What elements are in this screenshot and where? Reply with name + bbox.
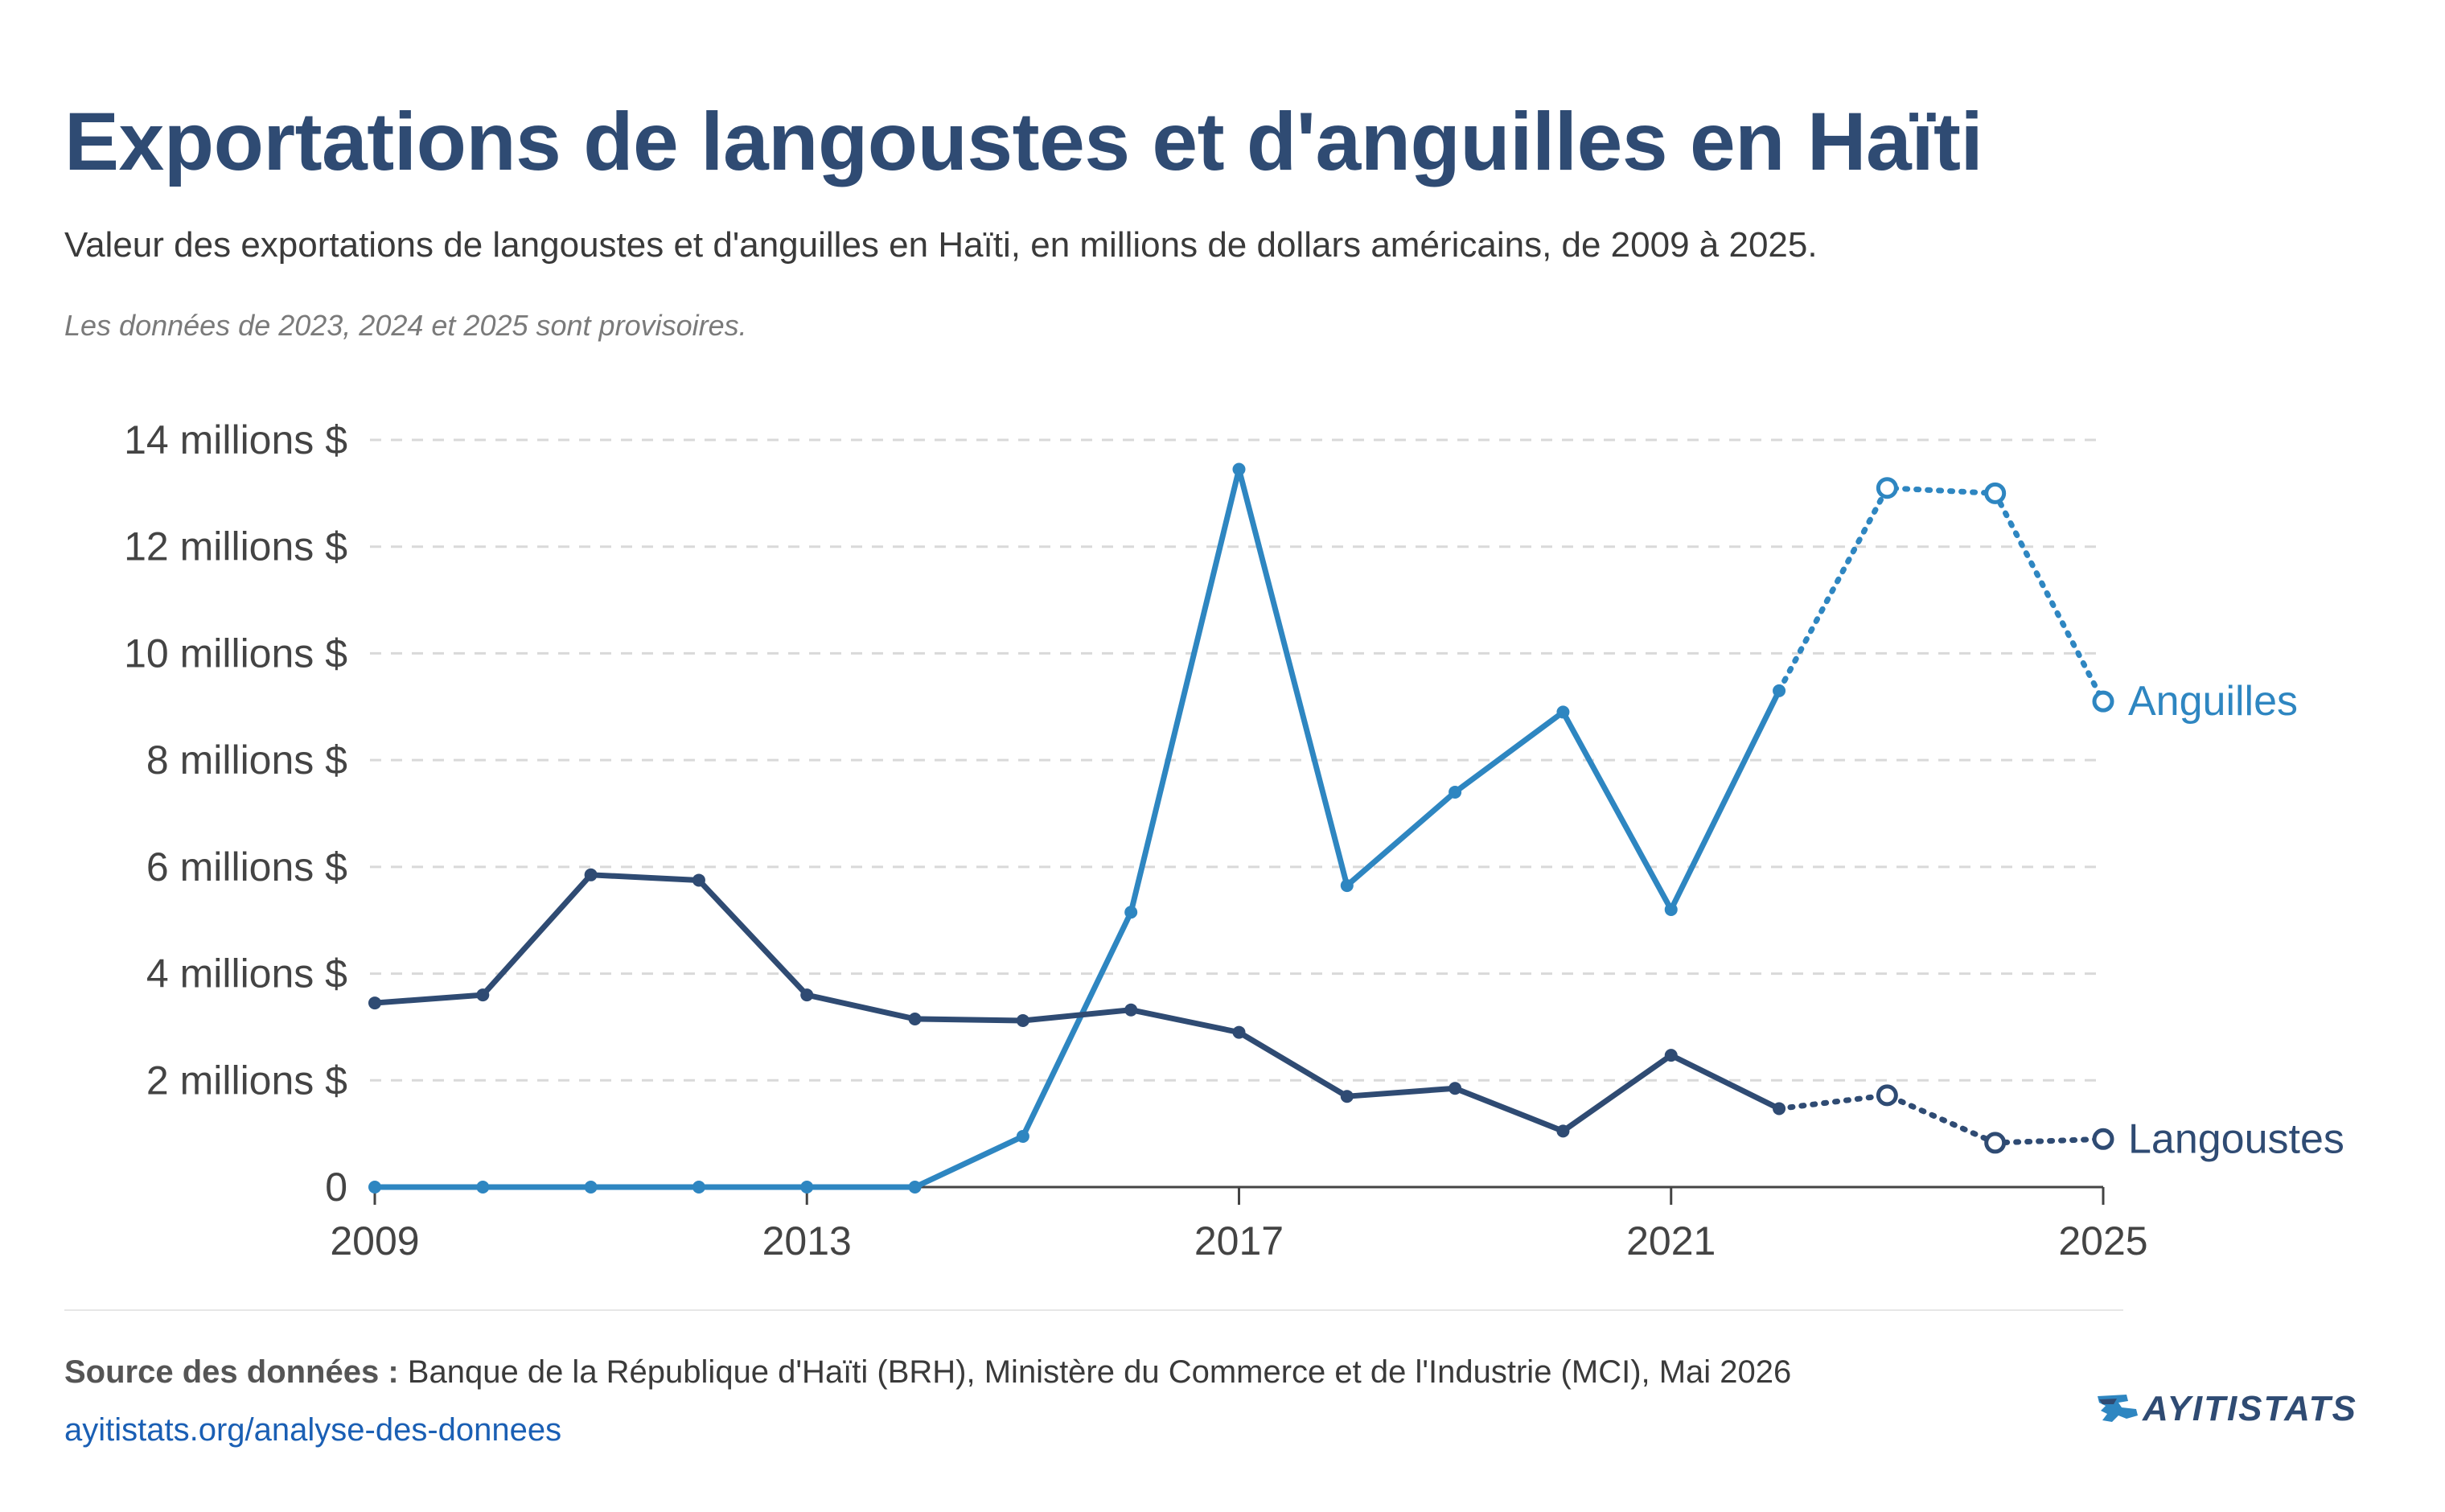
data-point (692, 1181, 705, 1194)
footer-divider (64, 1309, 2123, 1311)
data-point (1664, 1049, 1678, 1062)
data-point (1124, 1003, 1138, 1017)
data-point (1016, 1129, 1029, 1143)
provisional-note: Les données de 2023, 2024 et 2025 sont p… (64, 309, 747, 342)
series-line-langoustes (372, 872, 1782, 1134)
data-point (1876, 1084, 1898, 1107)
data-point (368, 996, 381, 1010)
chart-subtitle: Valeur des exportations de langoustes et… (64, 225, 1818, 265)
data-point (1984, 482, 2007, 504)
series-line-provisional-langoustes (1776, 1092, 2106, 1146)
series-label: Langoustes (2128, 1116, 2344, 1162)
data-point (1773, 1102, 1786, 1116)
x-tick-label: 2009 (330, 1218, 419, 1263)
source-text: Banque de la République d'Haïti (BRH), M… (407, 1354, 1792, 1390)
data-point (800, 988, 814, 1002)
y-tick-label: 0 (325, 1165, 347, 1210)
x-tick-label: 2025 (2058, 1218, 2147, 1263)
data-point (692, 873, 705, 887)
data-point (584, 868, 598, 881)
series-line-anguilles (372, 466, 1782, 1190)
y-tick-label: 4 millions $ (146, 951, 347, 996)
data-point (476, 1181, 490, 1194)
data-point (1876, 477, 1898, 499)
series-label: Anguilles (2128, 678, 2298, 725)
chart-title: Exportations de langoustes et d'anguille… (64, 96, 1983, 187)
ayitistats-logo: AYITISTATS (2094, 1387, 2357, 1432)
data-point (1340, 879, 1354, 893)
data-point (1016, 1013, 1029, 1027)
data-point (908, 1012, 922, 1025)
y-tick-label: 10 millions $ (124, 631, 347, 676)
data-point (1232, 1025, 1246, 1039)
analysis-link[interactable]: ayitistats.org/analyse-des-donnees (64, 1412, 562, 1448)
data-point (1449, 785, 1462, 799)
data-point (1449, 1082, 1462, 1095)
data-point (1232, 462, 1246, 476)
y-tick-label: 2 millions $ (146, 1058, 347, 1103)
source-line: Source des données : Banque de la Républ… (64, 1354, 1791, 1391)
data-point (800, 1181, 814, 1194)
x-tick-label: 2017 (1194, 1218, 1284, 1263)
data-point (1124, 906, 1138, 919)
x-tick-label: 2013 (762, 1218, 852, 1263)
data-point (908, 1181, 922, 1194)
data-point (1340, 1090, 1354, 1103)
y-tick-label: 6 millions $ (146, 844, 347, 890)
data-point (476, 988, 490, 1002)
line-chart: 0 2 millions $ 4 millions $ 6 millions $ 8 m… (124, 417, 2344, 1263)
y-tick-label: 14 millions $ (124, 417, 347, 462)
data-point (1556, 1124, 1570, 1138)
x-tick-label: 2021 (1626, 1218, 1716, 1263)
data-point (584, 1181, 598, 1194)
data-point (2092, 1128, 2114, 1150)
data-point (1664, 902, 1678, 916)
y-tick-label: 8 millions $ (146, 738, 347, 783)
data-point (368, 1181, 381, 1194)
data-point (1556, 705, 1570, 719)
source-label: Source des données : (64, 1354, 399, 1390)
haiti-map-icon (2098, 1395, 2138, 1422)
series-line-provisional-anguilles (1776, 485, 2106, 705)
data-point (1773, 684, 1786, 697)
data-point (2092, 690, 2114, 713)
y-tick-label: 12 millions $ (124, 524, 347, 569)
data-point (1984, 1132, 2007, 1154)
